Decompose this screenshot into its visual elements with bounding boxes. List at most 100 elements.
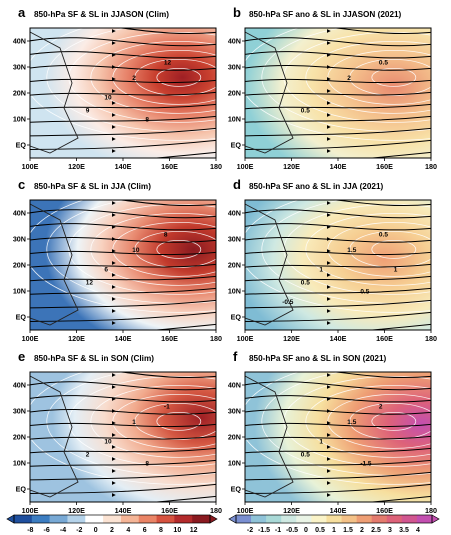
colorbar-swatch [120, 515, 140, 523]
x-tick-label: 100E [237, 162, 254, 171]
colorbar-swatch [49, 515, 68, 523]
contour-label: 10 [104, 95, 112, 102]
colorbar-swatch [266, 515, 282, 523]
contour-label: 8 [145, 117, 149, 124]
streamline [30, 237, 216, 243]
y-tick-label: 10N [228, 287, 241, 296]
streamline [30, 447, 216, 454]
colorbar-swatch [356, 515, 372, 523]
y-tick-label: EQ [16, 141, 27, 150]
contour-label: 2 [86, 452, 90, 459]
contour-label: 12 [164, 59, 172, 66]
contour-line [90, 41, 216, 114]
contour-label: 10 [104, 439, 112, 446]
panel-title: 850-hPa SF & SL in JJASON (Clim) [34, 10, 169, 19]
contour-label: 1 [132, 419, 136, 426]
panel-letter: a [18, 5, 26, 20]
y-tick-label: 40N [228, 381, 241, 390]
contour-line [30, 28, 216, 141]
y-tick-label: EQ [16, 485, 27, 494]
x-tick-label: 160E [161, 506, 178, 515]
x-tick-label: 140E [330, 506, 347, 515]
contour-line [156, 239, 202, 259]
contour-line [156, 68, 202, 87]
contour-label: 1 [319, 439, 323, 446]
map-area: 0.5 2 0.5 [245, 28, 431, 158]
colorbar-label: 0 [94, 527, 98, 534]
streamline [30, 115, 216, 123]
streamline [151, 151, 216, 158]
colorbar-swatch [192, 515, 211, 523]
contour-label: 0.5 [301, 280, 310, 287]
contour-line [90, 385, 216, 458]
streamline [30, 223, 216, 231]
streamline [245, 409, 431, 415]
x-tick-label: 180 [210, 334, 222, 343]
contour-label: 1.5 [347, 419, 356, 426]
streamline [30, 435, 216, 440]
contour-line [305, 385, 431, 458]
streamline [30, 311, 216, 322]
x-tick-label: 140E [115, 334, 132, 343]
map-area: 0.5 1.5 0.5 1 0.5 -0.5 1 [245, 200, 431, 330]
panel-letter: d [233, 177, 241, 192]
coastline [245, 203, 294, 326]
colorbar-swatch [371, 515, 388, 523]
contour-label: 0.5 [301, 452, 310, 459]
streamline [366, 323, 431, 330]
streamline [151, 323, 216, 330]
streamline [245, 422, 431, 428]
x-tick-label: 100E [22, 506, 39, 515]
contour-line [349, 403, 431, 440]
colorbar-label: 3.5 [399, 527, 409, 534]
panel-title: 850-hPa SF ano & SL in SON (2021) [249, 354, 387, 363]
streamline [332, 28, 431, 35]
contour-line [90, 213, 216, 286]
contour-line [134, 403, 216, 440]
contour-label: 0.5 [379, 231, 388, 238]
x-tick-label: 160E [161, 334, 178, 343]
colorbar-swatch [326, 515, 342, 523]
panel-letter: b [233, 5, 241, 20]
x-tick-label: 160E [376, 162, 393, 171]
contour-label: 2 [379, 403, 383, 410]
contour-line [30, 200, 216, 313]
y-tick-label: EQ [231, 313, 242, 322]
streamline [245, 471, 431, 481]
streamline [332, 200, 431, 207]
colorbar-swatch [85, 515, 104, 523]
y-tick-label: 20N [13, 89, 26, 98]
y-tick-label: 10N [228, 115, 241, 124]
panel-f: f 850-hPa SF ano & SL in SON (2021) 0.5 1.5… [228, 349, 437, 515]
y-tick-label: 40N [13, 381, 26, 390]
contour-line [349, 231, 431, 268]
contour-label: 6 [104, 267, 108, 274]
streamline [332, 372, 431, 379]
contour-line [30, 372, 216, 485]
colorbar-swatch [311, 515, 327, 523]
contour-label: 8 [164, 231, 168, 238]
streamline [30, 51, 216, 59]
contour-label: 2 [132, 75, 136, 82]
y-tick-label: 30N [228, 63, 241, 72]
contour-label: -0.5 [282, 299, 294, 306]
colorbar-swatch [138, 515, 157, 523]
colorbar-swatch [416, 515, 433, 523]
panel-letter: f [233, 349, 238, 364]
streamline [30, 299, 216, 309]
contour-line [305, 41, 431, 114]
streamline [245, 381, 431, 391]
x-tick-label: 120E [68, 506, 85, 515]
streamline [245, 91, 431, 96]
shading [30, 372, 216, 502]
streamline [245, 311, 431, 322]
colorbar-label: 12 [190, 527, 198, 534]
colorbar-label: 6 [143, 527, 147, 534]
contour-label: 0.5 [301, 108, 310, 115]
streamline [245, 115, 431, 123]
streamline [245, 395, 431, 403]
streamline [245, 127, 431, 137]
streamline [245, 209, 431, 219]
colorbar-label: 4 [416, 527, 420, 534]
x-tick-label: 120E [283, 162, 300, 171]
